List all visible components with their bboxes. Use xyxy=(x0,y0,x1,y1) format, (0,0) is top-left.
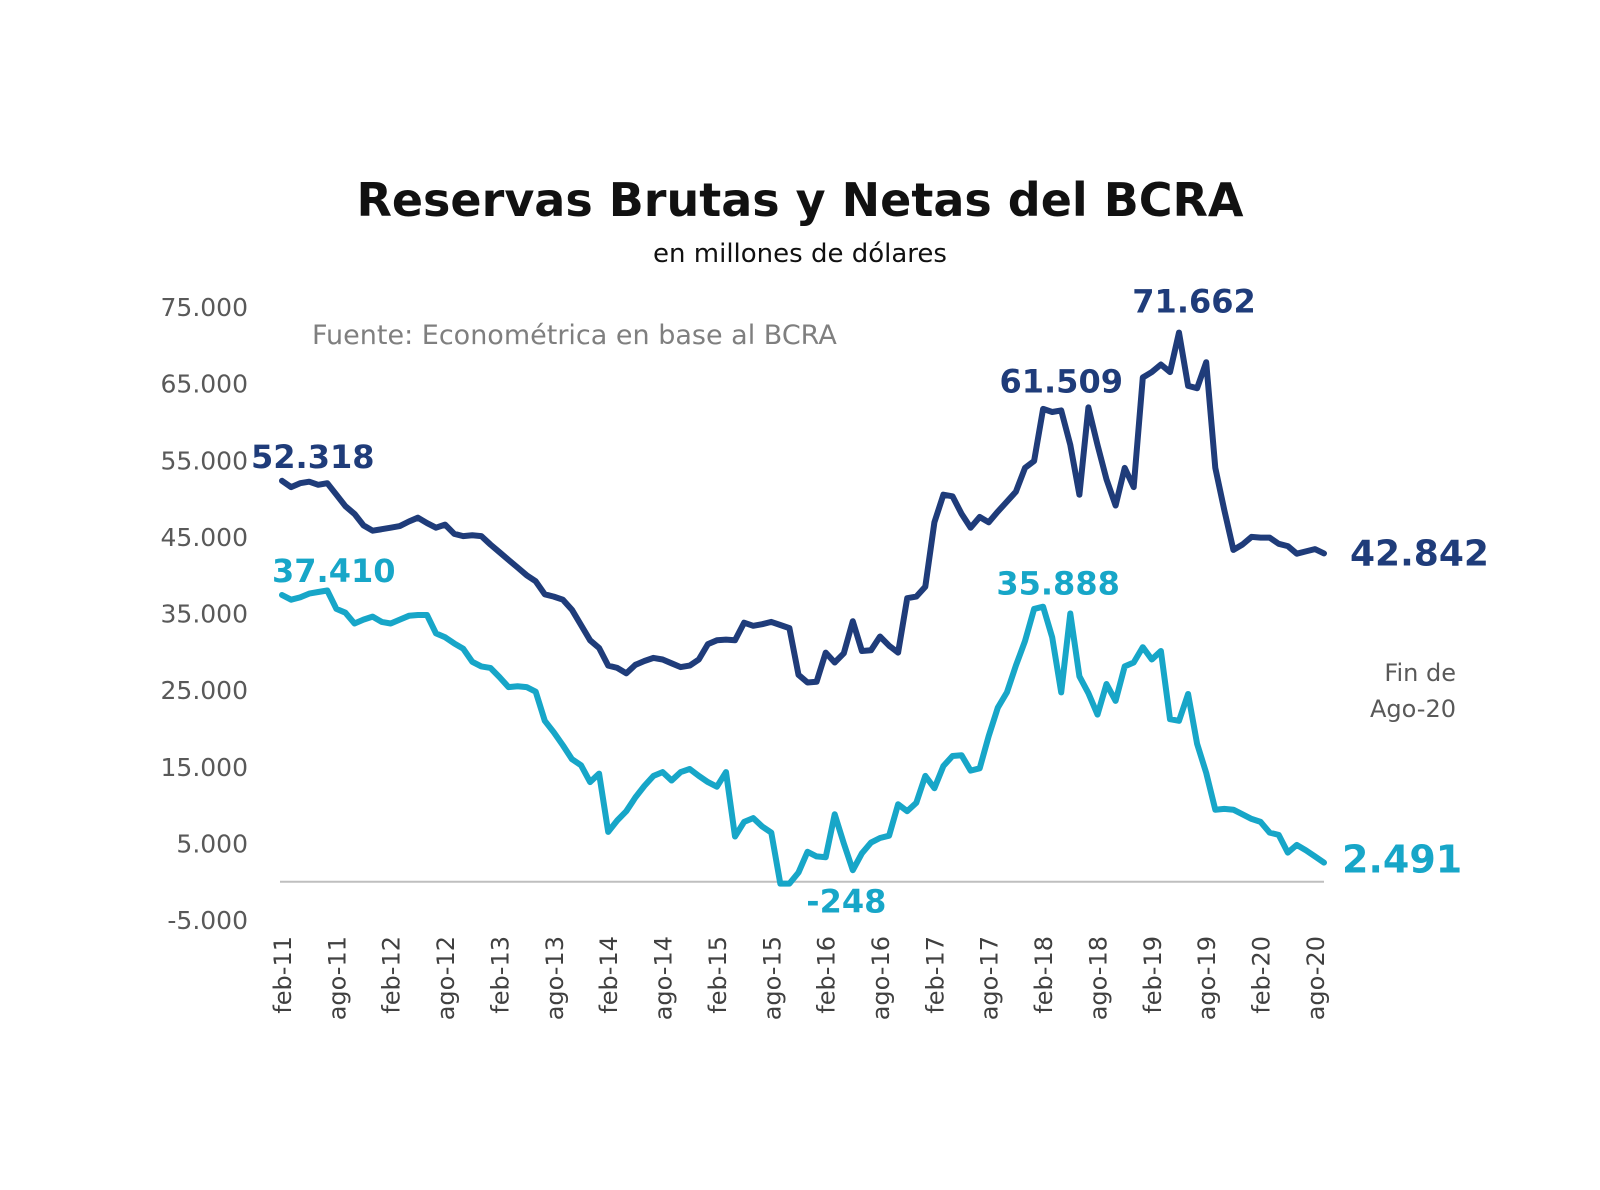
x-tick-label: feb-12 xyxy=(378,936,406,1014)
series-layer xyxy=(279,329,1327,887)
y-tick-label: 65.000 xyxy=(161,370,248,399)
data-label-brutas: 61.509 xyxy=(999,362,1122,400)
data-label-netas: 2.491 xyxy=(1342,838,1462,882)
data-label-netas: 37.410 xyxy=(272,552,395,590)
x-tick-label: feb-17 xyxy=(921,936,949,1014)
x-tick-label: ago-12 xyxy=(432,936,460,1020)
y-axis: 75.000 65.000 55.000 45.000 35.000 25.000 15.0… xyxy=(161,293,248,935)
data-label-netas: 35.888 xyxy=(996,565,1119,603)
x-tick-label: ago-14 xyxy=(650,936,678,1020)
source-note: Fuente: Econométrica en base al BCRA xyxy=(312,320,837,351)
x-tick-label: ago-20 xyxy=(1302,936,1330,1020)
x-tick-label: feb-15 xyxy=(704,936,732,1014)
x-tick-label: feb-14 xyxy=(595,936,623,1014)
x-tick-label: feb-19 xyxy=(1139,936,1167,1014)
x-tick-label: feb-20 xyxy=(1248,936,1276,1014)
x-axis: feb-11 ago-11 feb-12 ago-12 feb-13 ago-13 feb-… xyxy=(269,936,1330,1020)
chart-subtitle: en millones de dólares xyxy=(653,239,947,269)
series-line-netas xyxy=(279,587,1327,887)
x-tick-label: ago-17 xyxy=(976,936,1004,1020)
data-label-brutas: 42.842 xyxy=(1350,533,1489,574)
y-tick-label: 35.000 xyxy=(161,600,248,629)
x-tick-label: ago-19 xyxy=(1193,936,1221,1020)
x-tick-label: ago-16 xyxy=(867,936,895,1020)
x-tick-label: ago-13 xyxy=(541,936,569,1020)
x-tick-label: ago-18 xyxy=(1084,936,1112,1020)
x-tick-label: feb-11 xyxy=(269,936,297,1014)
y-tick-label: 45.000 xyxy=(161,523,248,552)
x-tick-label: ago-15 xyxy=(758,936,786,1020)
y-tick-label: -5.000 xyxy=(167,906,248,935)
chart-title: Reservas Brutas y Netas del BCRA xyxy=(356,173,1243,227)
y-tick-label: 75.000 xyxy=(161,293,248,322)
y-tick-label: 15.000 xyxy=(161,753,248,782)
data-label-brutas: 71.662 xyxy=(1132,283,1255,321)
end-note-line-2: Ago-20 xyxy=(1370,695,1456,723)
annotation-layer: 52.318 61.509 71.662 42.842 37.410 35.888 -248… xyxy=(251,283,1489,921)
y-tick-label: 5.000 xyxy=(176,829,248,858)
y-tick-label: 25.000 xyxy=(161,676,248,705)
x-tick-label: feb-18 xyxy=(1030,936,1058,1014)
end-note-line-1: Fin de xyxy=(1384,659,1456,687)
y-tick-label: 55.000 xyxy=(161,446,248,475)
x-tick-label: feb-13 xyxy=(486,936,514,1014)
data-label-netas: -248 xyxy=(806,883,886,921)
x-tick-label: feb-16 xyxy=(813,936,841,1014)
data-label-brutas: 52.318 xyxy=(251,438,374,476)
series-line-brutas xyxy=(279,329,1327,686)
x-tick-label: ago-11 xyxy=(323,936,351,1020)
